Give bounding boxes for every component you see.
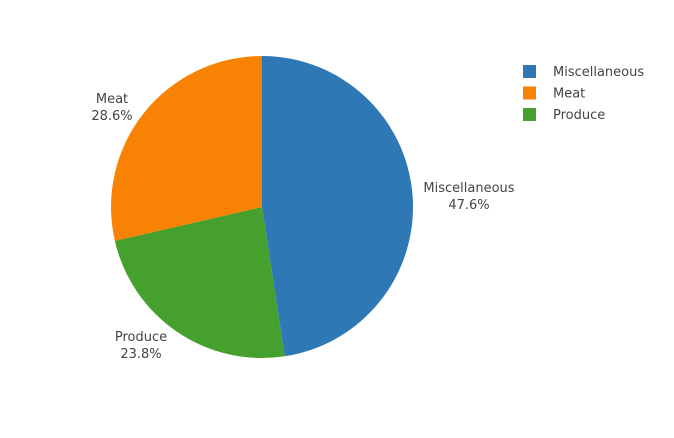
pie-slice-produce[interactable] — [114, 207, 285, 359]
slice-label-percent: 23.8% — [120, 347, 161, 362]
slice-label-percent: 47.6% — [448, 198, 489, 213]
legend-label: Meat — [553, 87, 585, 102]
legend-label: Produce — [553, 108, 605, 123]
legend-item-produce[interactable]: Produce — [523, 108, 605, 123]
slice-label-meat: Meat 28.6% — [91, 92, 132, 124]
slice-label-produce: Produce 23.8% — [115, 330, 167, 362]
legend-item-miscellaneous[interactable]: Miscellaneous — [523, 65, 644, 80]
slice-label-miscellaneous: Miscellaneous 47.6% — [423, 181, 514, 213]
slice-labels: Miscellaneous 47.6% Produce 23.8% Meat 28.6% — [91, 92, 514, 362]
pie-slice-miscellaneous[interactable] — [262, 56, 414, 357]
slice-label-name: Miscellaneous — [423, 181, 514, 196]
legend: Miscellaneous Meat Produce — [523, 65, 644, 123]
slice-label-name: Meat — [96, 92, 128, 107]
legend-label: Miscellaneous — [553, 65, 644, 80]
slice-label-name: Produce — [115, 330, 167, 345]
legend-swatch — [523, 65, 536, 78]
legend-swatch — [523, 86, 536, 100]
legend-item-meat[interactable]: Meat — [523, 86, 585, 102]
slice-label-percent: 28.6% — [91, 109, 132, 124]
pie-slices — [111, 56, 414, 359]
legend-swatch — [523, 108, 536, 121]
pie-slice-meat[interactable] — [111, 56, 262, 241]
